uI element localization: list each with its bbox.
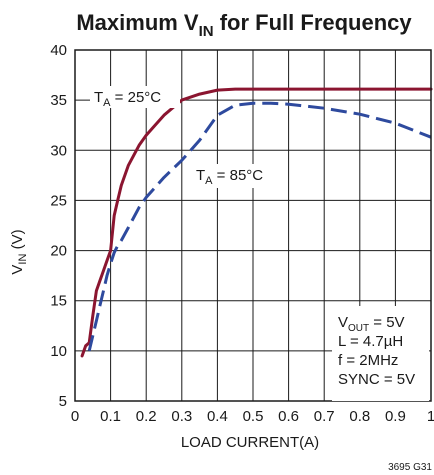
tick-labels: 0 0.1 0.2 0.3 0.4 0.5 0.6 0.7 0.8 0.9 151015202530…: [50, 42, 434, 425]
chart-title-subscript: IN: [199, 23, 214, 40]
condition-vout: VOUT = 5V: [338, 314, 405, 334]
x-tick-label: 0.9: [385, 408, 406, 425]
x-tick-label: 0.2: [136, 408, 157, 425]
y-tick-label: 15: [50, 293, 67, 310]
y-tick-label: 40: [50, 42, 67, 59]
series-line-25c: [80, 87, 433, 358]
x-tick-label: 0.3: [171, 408, 192, 425]
x-tick-label: 0.6: [278, 408, 299, 425]
plot-frame: [74, 49, 432, 402]
condition-frequency: f = 2MHz: [338, 352, 398, 369]
y-tick-label: 5: [59, 393, 67, 410]
series-label-85c-bg: [193, 164, 279, 188]
series-label-25c-main: T: [94, 89, 103, 106]
x-tick-label: 0.7: [314, 408, 335, 425]
series-label-85c-subscript: A: [205, 175, 213, 187]
series-line-85c: [87, 101, 432, 352]
condition-inductance: L = 4.7µH: [338, 333, 403, 350]
chart-title: Maximum VIN for Full Frequency: [76, 10, 412, 40]
grid: [75, 50, 431, 401]
chart-title-rest: for Full Frequency: [214, 10, 413, 35]
y-axis-label-main: V: [9, 265, 26, 275]
y-tick-label: 35: [50, 92, 67, 109]
chart-title-main: Maximum V: [76, 10, 199, 35]
series-label-85c-main: T: [196, 167, 205, 184]
y-tick-label: 25: [50, 192, 67, 209]
series-label-85c: TA = 85°C: [193, 164, 279, 188]
condition-vout-rest: = 5V: [369, 314, 404, 331]
series-label-25c-text: TA = 25°C: [94, 89, 161, 109]
figure-id: 3695 G31: [388, 462, 432, 473]
series-layer: [80, 87, 433, 358]
x-axis-label: LOAD CURRENT(A): [181, 434, 319, 451]
x-tick-label: 0.5: [243, 408, 264, 425]
y-tick-label: 30: [50, 142, 67, 159]
condition-sync: SYNC = 5V: [338, 371, 415, 388]
series-label-25c-bg: [90, 86, 180, 108]
conditions-box-bg: [332, 306, 429, 401]
y-axis-label-subscript: IN: [17, 254, 29, 265]
x-tick-label: 1: [427, 408, 434, 425]
y-tick-label: 10: [50, 343, 67, 360]
y-tick-label: 20: [50, 243, 67, 260]
series-label-85c-rest: = 85°C: [213, 167, 264, 184]
series-label-25c-subscript: A: [103, 97, 111, 109]
condition-vout-main: V: [338, 314, 348, 331]
conditions-box: VOUT = 5V L = 4.7µH f = 2MHz SYNC = 5V: [332, 306, 429, 401]
y-axis-label-rest: (V): [9, 229, 26, 253]
x-tick-label: 0.1: [100, 408, 121, 425]
series-label-85c-text: TA = 85°C: [196, 167, 263, 187]
x-tick-label: 0.8: [349, 408, 370, 425]
condition-vout-subscript: OUT: [348, 323, 369, 334]
x-tick-label: 0: [71, 408, 79, 425]
series-label-25c-rest: = 25°C: [111, 89, 162, 106]
x-tick-label: 0.4: [207, 408, 228, 425]
y-axis-label: VIN (V): [9, 229, 29, 274]
series-label-25c: TA = 25°C: [90, 86, 180, 109]
